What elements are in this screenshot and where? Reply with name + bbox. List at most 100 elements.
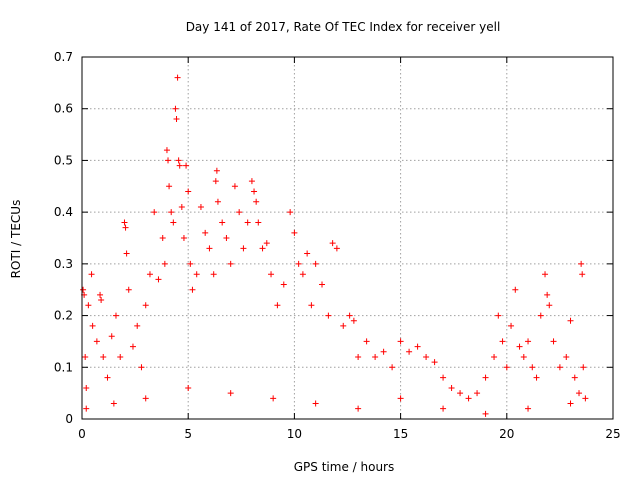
data-point [88,271,95,278]
data-point [580,364,587,371]
x-tick-label: 0 [78,427,86,441]
x-tick-label: 25 [605,427,620,441]
data-point [268,271,275,278]
data-point [180,235,187,241]
y-tick-label: 0.6 [54,102,73,116]
data-point [546,302,553,309]
data-point [104,374,111,381]
data-point [503,364,510,371]
data-point [465,395,472,402]
data-point [567,317,574,324]
data-point [355,405,362,412]
data-point [85,302,92,309]
data-point [291,229,298,236]
data-point [440,374,447,381]
data-point [295,260,302,267]
data-point [329,240,336,247]
data-point [571,374,578,381]
data-point [172,105,179,112]
data-point [214,198,221,205]
data-point [210,271,217,278]
data-point [187,260,194,267]
data-point [340,322,347,329]
data-point [219,219,226,226]
y-tick-label: 0.1 [54,360,73,374]
data-point [117,353,124,360]
data-point [474,390,481,397]
data-point [183,162,190,169]
data-point [189,286,196,293]
data-point [542,271,549,278]
data-point [563,353,570,360]
x-axis-label: GPS time / hours [294,460,395,474]
data-point [274,302,281,309]
y-axis-label: ROTI / TECUs [9,200,23,279]
data-point [270,395,277,402]
data-point [567,400,574,407]
data-point [175,157,182,164]
data-point [579,271,586,278]
data-point [312,400,319,407]
data-point [255,219,262,226]
data-point [112,312,119,319]
data-point [110,400,117,407]
data-point [308,302,315,309]
data-point [165,157,172,164]
data-point [97,291,104,298]
data-point [431,359,438,366]
data-point [556,364,563,371]
data-point [280,281,287,288]
data-point [108,333,115,340]
data-point [325,312,332,319]
data-point [223,235,230,241]
data-point [231,183,238,190]
data-point [227,390,234,397]
data-point [457,390,464,397]
data-point [333,245,340,252]
data-point [582,395,589,402]
x-tick-label: 20 [499,427,514,441]
data-point [578,260,585,267]
data-point [520,353,527,360]
data-point [206,245,213,252]
data-point [304,250,311,257]
y-tick-label: 0.7 [54,50,73,64]
data-point [312,260,319,267]
data-point [168,209,175,216]
data-point [129,343,136,350]
data-point [508,322,515,329]
data-point [319,281,326,288]
data-point [83,405,90,412]
data-point [80,286,87,293]
data-point [529,364,536,371]
data-point [146,271,153,278]
data-point [516,343,523,350]
data-point [544,291,551,298]
data-point [448,384,455,391]
data-point [134,322,141,329]
x-tick-label: 15 [393,427,408,441]
data-point [533,374,540,381]
data-point [122,224,129,231]
data-point [93,338,100,345]
data-point [414,343,421,350]
data-point [138,364,145,371]
data-point [89,322,96,329]
y-tick-label: 0 [65,412,73,426]
data-point [100,353,107,360]
data-point [240,245,247,252]
data-point [170,219,177,226]
tick-labels: 0 5 10 15 20 25 0 0.1 0.2 0.3 0.4 0.5 0.6 0.7 [54,50,621,441]
y-tick-label: 0.3 [54,257,73,271]
data-point [350,317,357,324]
data-point [178,203,185,210]
data-point [397,338,404,345]
data-point [482,410,489,417]
data-point [123,250,130,257]
data-point [372,353,379,360]
data-point [155,276,162,283]
data-point [163,147,170,154]
data-point [512,286,519,293]
data-point [287,209,294,216]
